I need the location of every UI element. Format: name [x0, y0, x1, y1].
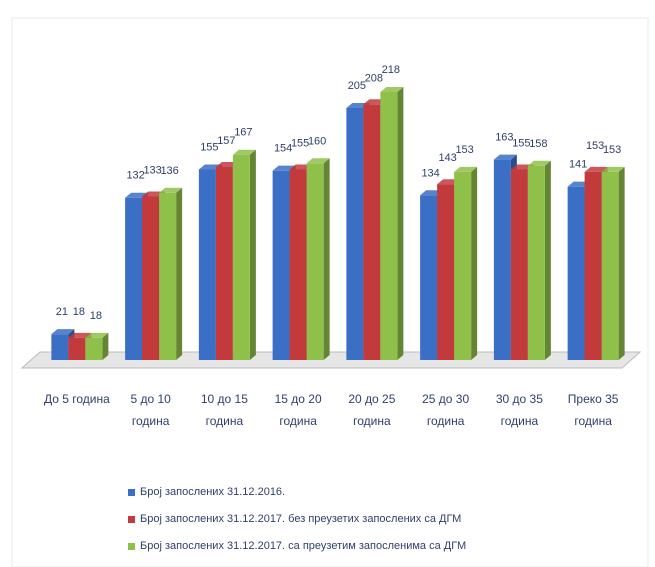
value-label: 136 — [160, 165, 178, 177]
bar — [272, 170, 290, 360]
bar-top — [493, 154, 517, 160]
value-label: 153 — [455, 144, 473, 156]
bar — [437, 184, 455, 360]
bar — [215, 166, 233, 360]
bar — [68, 337, 86, 360]
x-tick-label: 30 до 35 година — [495, 392, 543, 428]
value-label: 218 — [382, 64, 400, 76]
bar-top — [527, 160, 551, 166]
frame — [11, 17, 649, 567]
bar-top — [380, 87, 404, 92]
bar-side — [323, 158, 330, 360]
bar — [380, 92, 398, 360]
bar-top — [68, 332, 92, 338]
bar-top — [584, 166, 608, 172]
bar — [420, 195, 438, 360]
bar — [51, 334, 69, 360]
bar — [510, 169, 528, 360]
value-label: 157 — [217, 135, 235, 147]
bar-side — [102, 332, 109, 360]
bar-side — [471, 166, 478, 360]
bar — [454, 171, 472, 360]
bar — [493, 159, 511, 360]
value-label: 155 — [200, 141, 218, 153]
bar — [85, 337, 103, 360]
value-label: 132 — [126, 170, 144, 182]
value-label: 21 — [56, 306, 68, 318]
legend-entry: Број запослених 31.12.2017. без преузети… — [128, 513, 461, 525]
value-label: 153 — [586, 140, 604, 152]
value-label: 154 — [274, 143, 292, 155]
value-label: 167 — [234, 127, 252, 139]
value-label: 155 — [291, 137, 309, 149]
bar-side — [397, 87, 404, 360]
bar — [584, 171, 602, 360]
value-label: 153 — [603, 144, 621, 156]
bar — [346, 107, 364, 360]
value-label: 18 — [90, 310, 102, 322]
bar — [142, 196, 160, 360]
bar-top — [306, 158, 330, 164]
x-tick-label: 10 до 15 година — [200, 392, 248, 428]
bar-side — [544, 160, 551, 360]
x-tick-label: 5 до 10 година — [130, 392, 171, 428]
value-label: 163 — [495, 132, 513, 144]
value-label: 143 — [438, 152, 456, 164]
value-label: 158 — [529, 138, 547, 150]
x-tick-label: До 5 година — [43, 392, 110, 406]
bar-top — [232, 149, 256, 155]
bar-side — [249, 149, 256, 360]
bar — [306, 163, 324, 360]
legend-swatch — [128, 542, 135, 550]
x-tick-label: Преко 35 година — [567, 392, 619, 428]
bar-top — [51, 329, 75, 335]
bar-top — [159, 187, 183, 193]
bar-side — [176, 187, 183, 360]
bar — [567, 186, 585, 360]
x-tick-label: 15 до 20 година — [274, 392, 322, 428]
bar-top — [601, 166, 625, 172]
value-label: 18 — [73, 306, 85, 318]
x-tick-label: 25 до 30 година — [422, 392, 470, 428]
legend-entry: Број запослених 31.12.2016. — [128, 486, 285, 498]
bar — [198, 169, 216, 360]
value-label: 160 — [308, 135, 326, 147]
bar — [527, 165, 545, 360]
bar-top — [85, 332, 109, 338]
bar-side — [618, 166, 625, 360]
bar — [363, 104, 381, 360]
bar-top — [454, 166, 478, 172]
legend-swatch — [128, 488, 135, 496]
bar — [159, 192, 177, 360]
legend-swatch — [128, 515, 135, 523]
legend-label: Број запослених 31.12.2017. без преузети… — [140, 513, 462, 525]
bar — [232, 154, 250, 360]
legend-entry: Број запослених 31.12.2017. са преузетим… — [128, 540, 466, 552]
bar — [289, 169, 307, 360]
value-label: 134 — [421, 167, 439, 179]
legend-label: Број запослених 31.12.2017. са преузетим… — [140, 540, 467, 552]
bar — [125, 197, 143, 360]
value-label: 155 — [512, 137, 530, 149]
legend-label: Број запослених 31.12.2016. — [140, 486, 286, 498]
bar — [601, 171, 619, 360]
x-tick-label: 20 до 25 година — [348, 392, 396, 428]
value-label: 141 — [569, 159, 587, 171]
value-label: 208 — [365, 72, 383, 84]
value-label: 133 — [143, 164, 161, 176]
value-label: 205 — [348, 80, 366, 92]
